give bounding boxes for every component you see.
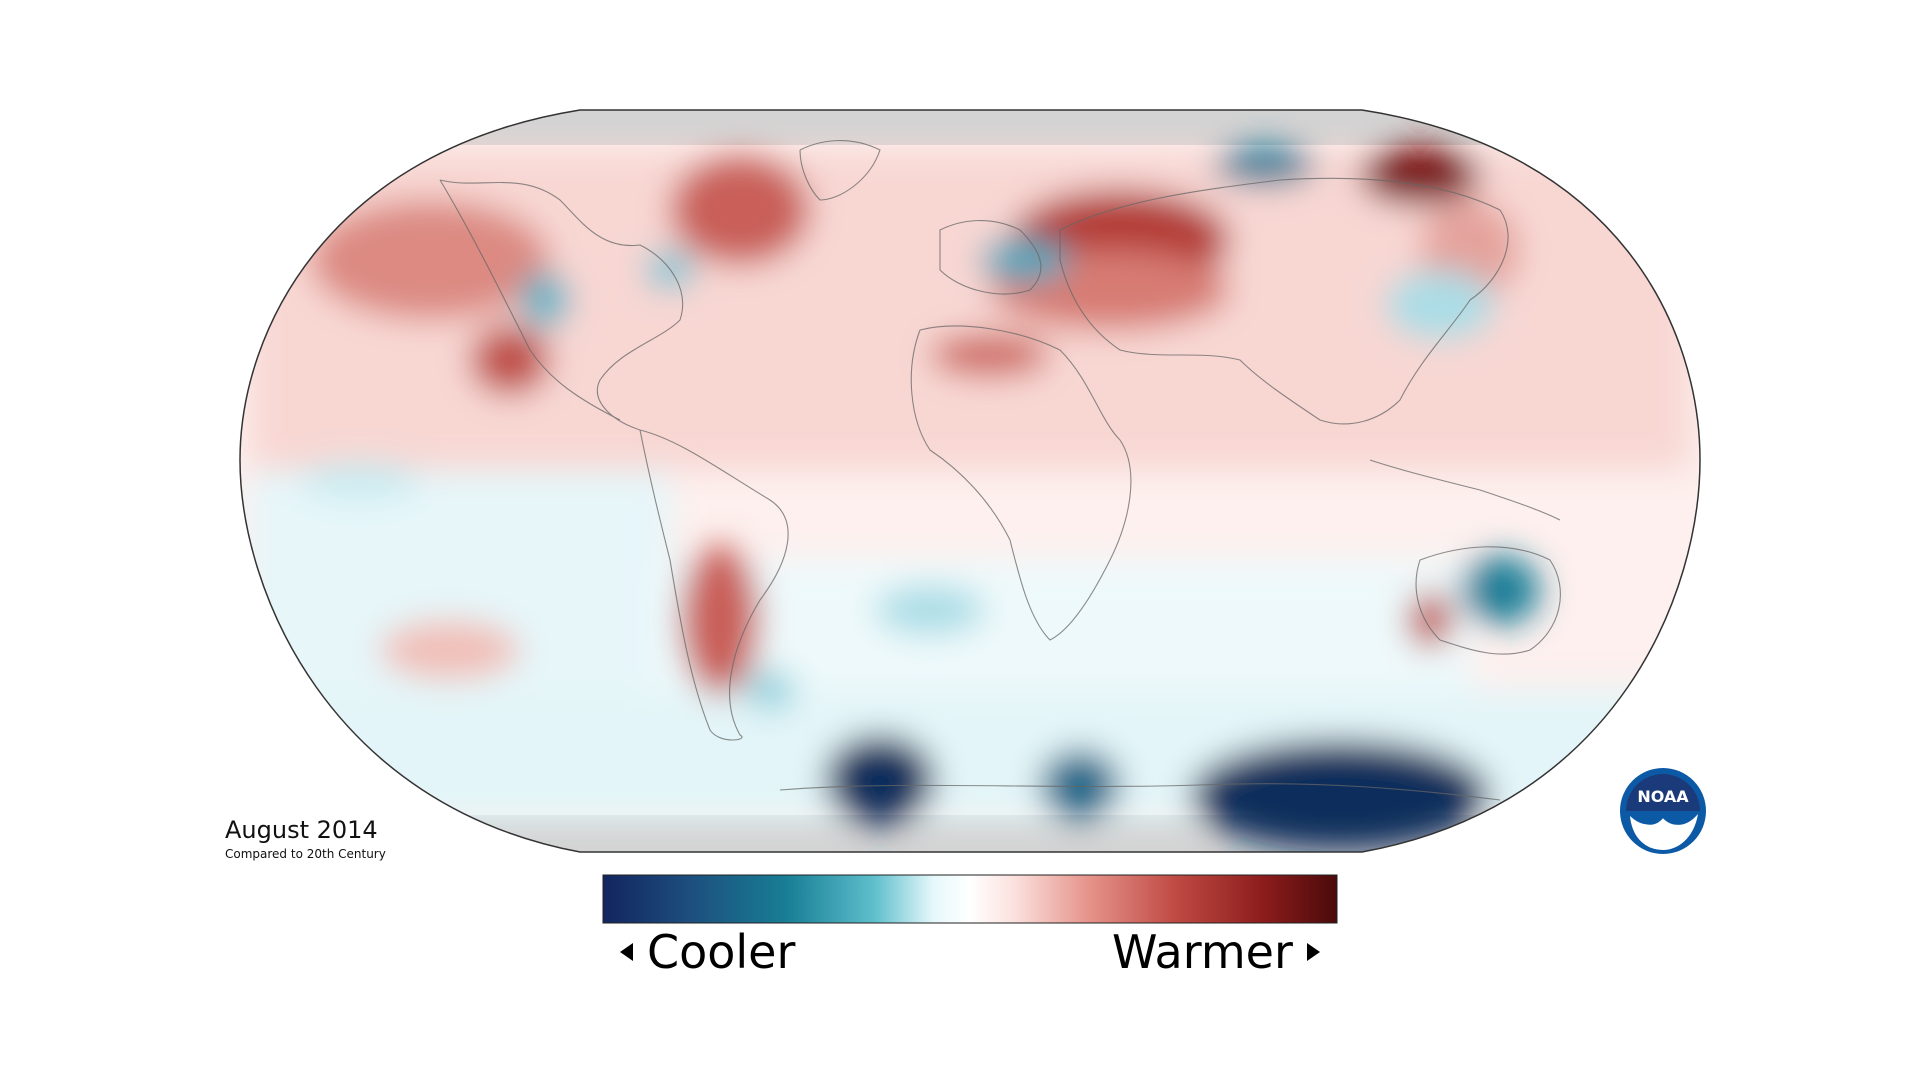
arrow-left-icon [620, 943, 633, 961]
coastlines [439, 140, 1561, 801]
globe-outline [239, 109, 1701, 853]
legend-cool: Cooler [620, 925, 795, 979]
anomaly-field [240, 145, 1690, 850]
legend-cool-label: Cooler [647, 925, 796, 979]
map-subtitle: Compared to 20th Century [225, 847, 386, 861]
noaa-logo-text: NOAA [1637, 787, 1689, 806]
legend-warm-label: Warmer [1112, 925, 1293, 979]
legend-warm: Warmer [1112, 925, 1320, 979]
noaa-logo-icon: NOAA [1620, 768, 1706, 854]
map-title: August 2014 [225, 816, 378, 844]
colorbar [602, 874, 1338, 924]
arrow-right-icon [1306, 943, 1320, 961]
nodata-band-top [240, 110, 1700, 145]
nodata-band-bottom [240, 815, 1700, 852]
